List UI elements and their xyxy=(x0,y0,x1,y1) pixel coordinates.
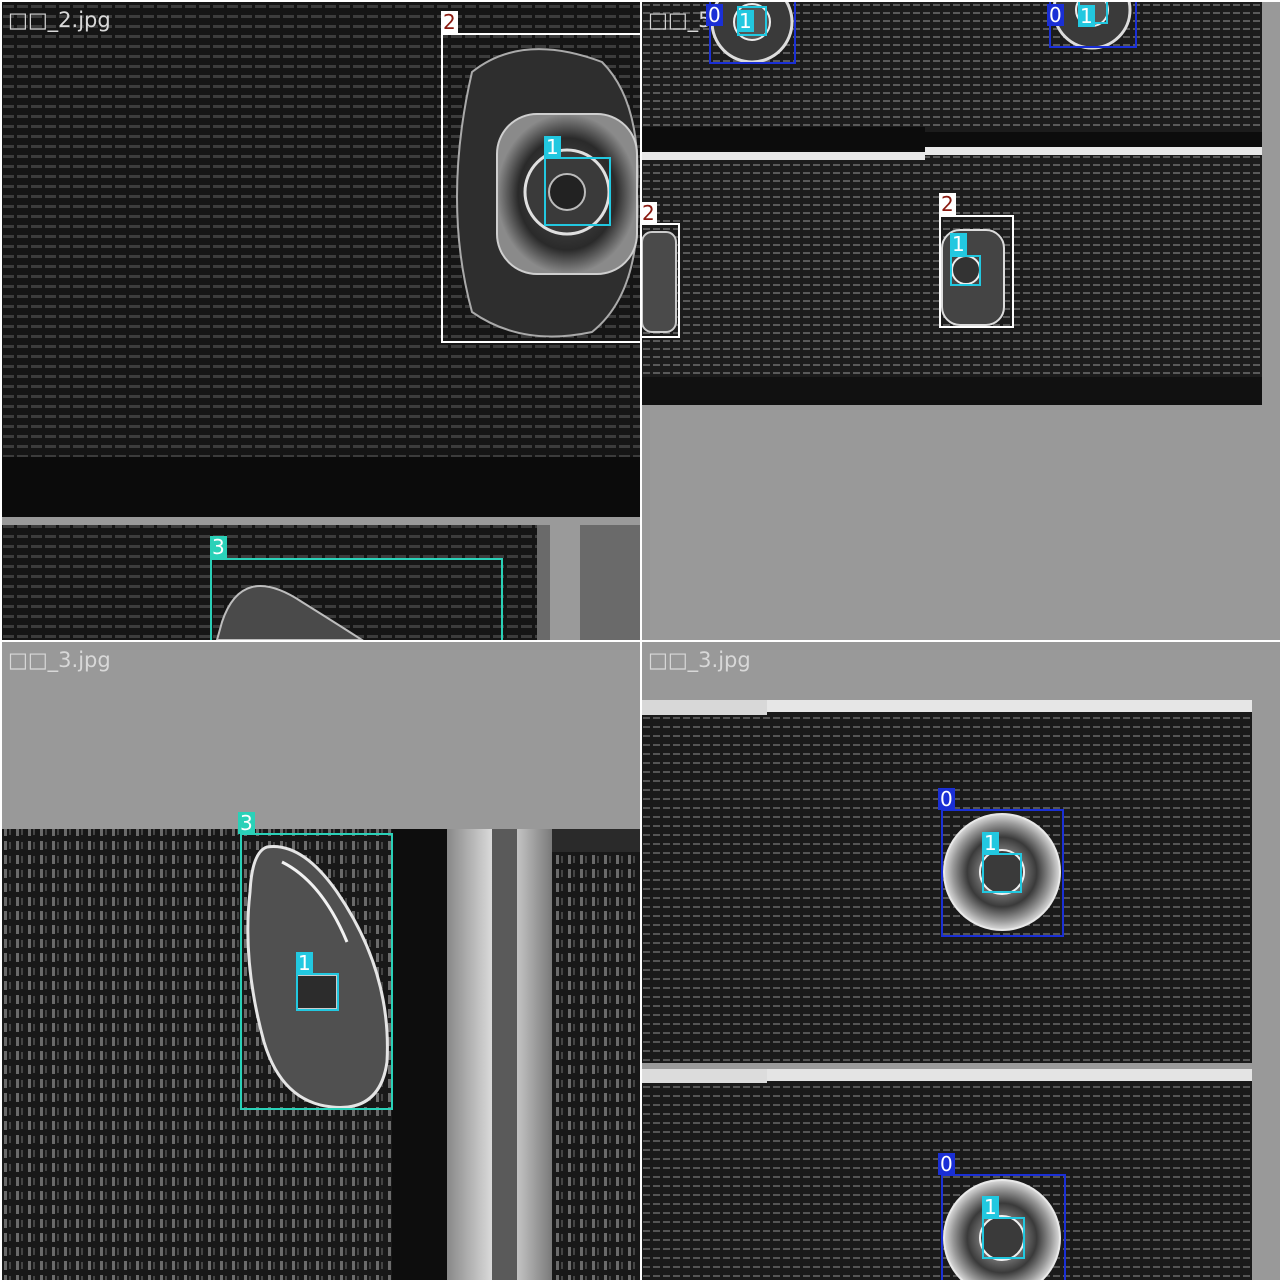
class-label-tag: 2 xyxy=(642,201,657,225)
detection-box xyxy=(982,1217,1025,1259)
tile-4-photo xyxy=(642,700,1252,1280)
class-label-tag: 2 xyxy=(939,192,956,216)
tile-1-photo xyxy=(2,2,640,640)
tile-2-photo xyxy=(642,2,1262,405)
image-filename-label: □□_3.jpg xyxy=(648,648,751,672)
mosaic-tile-2: □□_5 0 1 0 1 2 2 1 xyxy=(642,2,1280,640)
class-label-tag: 0 xyxy=(938,1152,955,1176)
detection-box xyxy=(939,215,1014,328)
detection-box xyxy=(441,33,640,343)
class-label-tag: 0 xyxy=(1047,3,1064,27)
class-label-tag: 0 xyxy=(938,787,955,811)
detection-box xyxy=(941,1174,1066,1280)
class-label-tag: 3 xyxy=(238,811,255,835)
class-label-tag: 1 xyxy=(296,951,313,975)
image-filename-label: □□_5 xyxy=(648,8,712,32)
class-label-tag: 1 xyxy=(544,135,561,159)
class-label-tag: 1 xyxy=(1078,4,1095,28)
class-label-tag: 1 xyxy=(982,831,999,855)
class-label-tag: 1 xyxy=(950,232,967,256)
detection-box xyxy=(544,157,611,226)
detection-box xyxy=(642,223,680,338)
detection-box xyxy=(941,809,1064,937)
mosaic-tile-1: □□_2.jpg 2 1 3 xyxy=(2,2,640,640)
mosaic-tile-4: □□_3.jpg 0 1 0 1 xyxy=(642,642,1280,1280)
detection-box xyxy=(296,973,339,1011)
tile-3-photo xyxy=(2,829,640,1280)
class-label-tag: 1 xyxy=(982,1195,999,1219)
image-filename-label: □□_3.jpg xyxy=(8,648,111,672)
detection-box xyxy=(950,255,981,286)
detection-box xyxy=(240,833,393,1110)
class-label-tag: 1 xyxy=(737,9,754,33)
detection-box xyxy=(709,2,796,64)
class-label-tag: 0 xyxy=(706,3,723,27)
detection-box xyxy=(210,558,503,640)
mosaic-tile-3: □□_3.jpg 3 1 xyxy=(2,642,640,1280)
image-filename-label: □□_2.jpg xyxy=(8,8,111,32)
class-label-tag: 2 xyxy=(441,10,458,34)
detection-box xyxy=(982,853,1022,893)
class-label-tag: 3 xyxy=(210,535,227,559)
